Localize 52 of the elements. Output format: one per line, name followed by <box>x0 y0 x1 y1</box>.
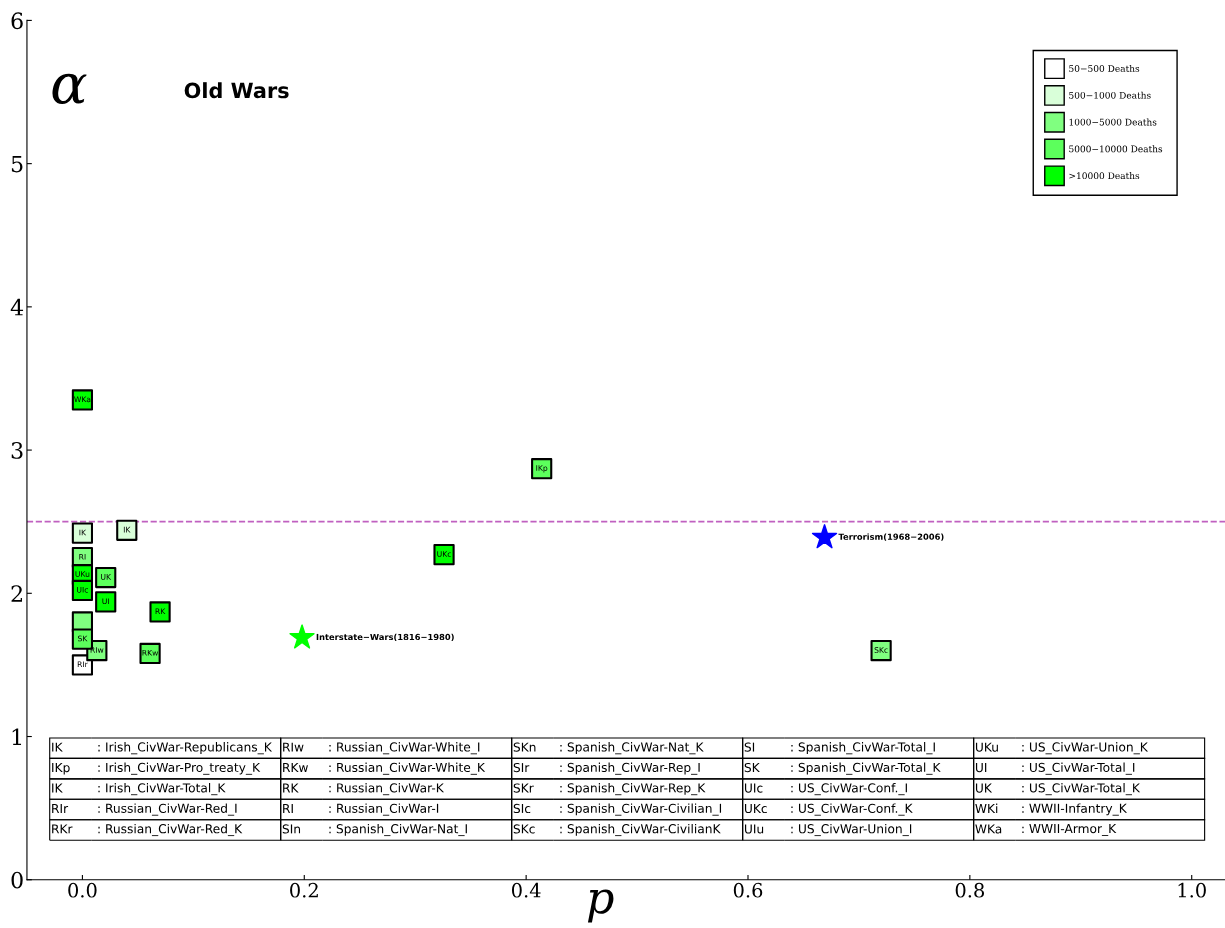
x-axis-title: p <box>587 889 614 923</box>
text: UKu : US_CivWar-Union_K <box>975 742 1149 755</box>
text: RKw : Russian_CivWar-White_K <box>283 762 486 775</box>
legend-label: 5000−10000 Deaths <box>1069 145 1163 153</box>
text: UI : US_CivWar-Total_I <box>975 762 1135 775</box>
annotation: Interstate−Wars(1816−1980) <box>316 633 454 642</box>
text: SIc : Spanish_CivWar-Civilian_I <box>513 803 722 816</box>
legend-label: >10000 Deaths <box>1069 172 1140 180</box>
y-axis-title: α <box>52 73 87 105</box>
text: RIw : Russian_CivWar-White_I <box>283 742 480 755</box>
text: UIc : US_CivWar-Conf._I <box>744 783 907 796</box>
y-tick-label: 4 <box>10 298 24 316</box>
text: WKi : WWII-Infantry_K <box>975 803 1128 816</box>
x-tick-label: 0.8 <box>955 882 985 898</box>
point <box>811 524 838 549</box>
annotation: Terrorism(1968−2006) <box>838 533 944 541</box>
point <box>95 591 117 613</box>
y-tick-label: 6 <box>11 12 23 30</box>
y-tick-label: 5 <box>11 155 23 173</box>
point <box>289 624 315 649</box>
legend-label: 1000−5000 Deaths <box>1069 118 1157 126</box>
x-tick-label: 1.0 <box>1178 882 1206 898</box>
y-tick-label: 0 <box>11 871 23 889</box>
text: UK : US_CivWar-Total_K <box>975 783 1141 796</box>
text: RK : Russian_CivWar-K <box>283 783 445 796</box>
text: SKn : Spanish_CivWar-Nat_K <box>513 742 704 755</box>
y-tick-label: 3 <box>11 442 23 459</box>
text: UKc : US_CivWar-Conf._K <box>744 803 913 816</box>
y-tick-label: 2 <box>11 585 22 602</box>
text: RKr : Russian_CivWar-Red_K <box>52 823 243 837</box>
point <box>71 522 94 544</box>
text: SKr : Spanish_CivWar-Rep_K <box>513 783 706 796</box>
x-tick-label: 0.6 <box>733 882 763 898</box>
text: SI : Spanish_CivWar-Total_I <box>744 742 935 755</box>
text: SIn : Spanish_CivWar-Nat_I <box>282 823 467 837</box>
x-tick-label: 0.2 <box>290 882 318 898</box>
text: IK : Irish_CivWar-Republicans_K <box>52 742 273 755</box>
text: SKc : Spanish_CivWar-CivilianK <box>513 823 721 837</box>
text: RI : Russian_CivWar-I <box>283 803 439 816</box>
y-tick-label: 1 <box>12 728 22 745</box>
text: RIr : Russian_CivWar-Red_I <box>52 803 237 816</box>
text: SK : Spanish_CivWar-Total_K <box>744 762 941 775</box>
text: WKa : WWII-Armor_K <box>975 824 1117 836</box>
legend-label: 500−1000 Deaths <box>1069 91 1151 99</box>
x-tick-label: 0.0 <box>68 882 97 898</box>
text: UIu : US_CivWar-Union_I <box>744 823 912 837</box>
text: IK : Irish_CivWar-Total_K <box>52 783 226 796</box>
text: SIr : Spanish_CivWar-Rep_I <box>513 762 700 775</box>
text: Old Wars <box>184 82 289 99</box>
x-tick-label: 0.4 <box>511 882 541 898</box>
legend-label: 50−500 Deaths <box>1069 64 1140 72</box>
text: IKp : Irish_CivWar-Pro_treaty_K <box>52 762 261 775</box>
